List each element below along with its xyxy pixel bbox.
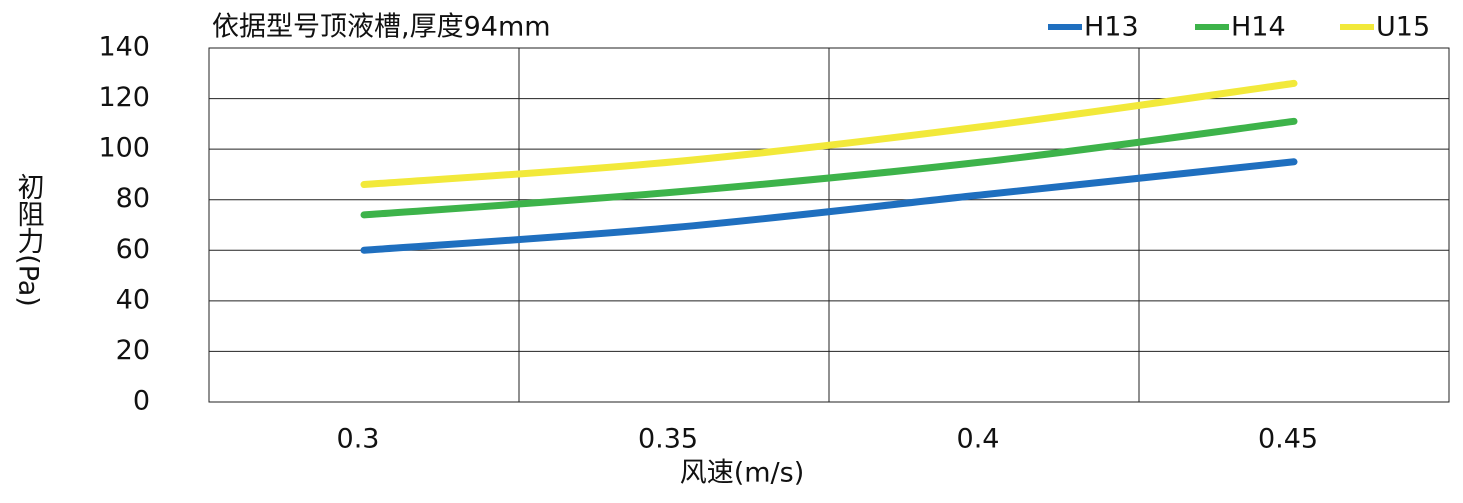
y-tick-label: 140: [98, 32, 150, 63]
y-axis-label: 初阻力(Pa): [13, 173, 45, 307]
y-tick-label: 0: [133, 386, 150, 417]
y-tick-label: 120: [98, 82, 150, 113]
y-tick-label: 40: [116, 284, 150, 315]
chart-title: 依据型号顶液槽,厚度94mm: [212, 12, 551, 43]
y-tick-label: 100: [98, 133, 150, 164]
x-tick-label: 0.45: [1258, 424, 1318, 455]
x-tick-label: 0.4: [957, 424, 1000, 455]
y-tick-label: 80: [116, 183, 150, 214]
legend-label: H13: [1084, 12, 1139, 43]
x-tick-label: 0.35: [638, 424, 698, 455]
legend-label: U15: [1376, 12, 1430, 43]
series-line: [360, 79, 1298, 189]
plot-frame: [208, 47, 1450, 403]
y-tick-label: 60: [116, 234, 150, 265]
series-line: [360, 158, 1298, 254]
series-line: [360, 117, 1298, 219]
legend-label: H14: [1231, 12, 1286, 43]
x-tick-label: 0.3: [337, 424, 380, 455]
x-axis-label: 风速(m/s): [680, 458, 805, 489]
y-tick-label: 20: [116, 335, 150, 366]
